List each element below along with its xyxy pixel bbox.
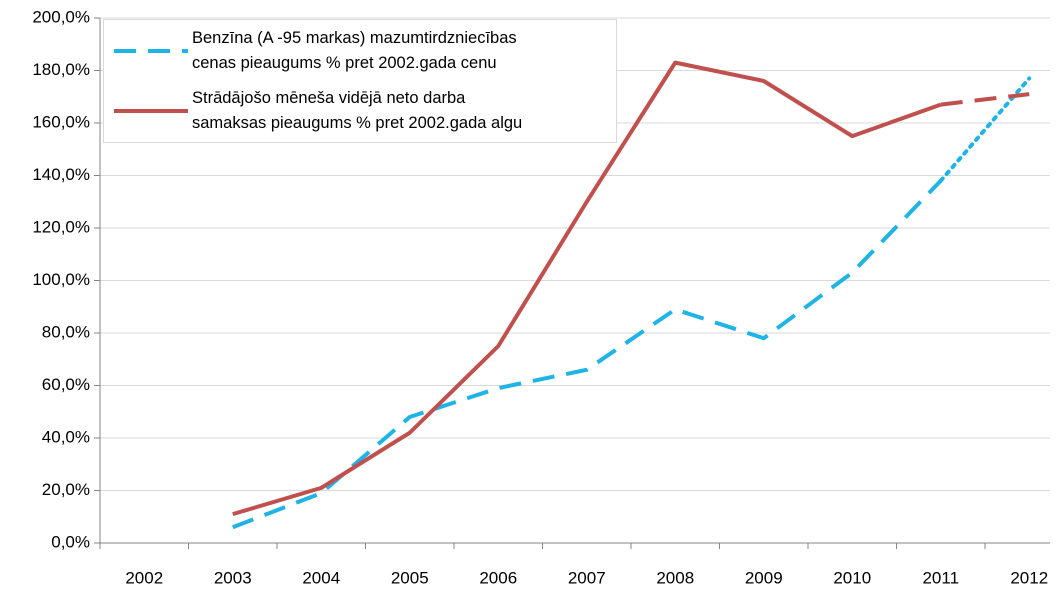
- legend: Benzīna (A -95 markas) mazumtirdzniecība…: [103, 19, 617, 143]
- y-tick-label: 120,0%: [32, 217, 90, 236]
- y-tick-label: 80,0%: [42, 322, 90, 341]
- x-tick-label: 2008: [656, 568, 694, 587]
- y-tick-label: 40,0%: [42, 427, 90, 446]
- y-tick-label: 0,0%: [51, 532, 90, 551]
- legend-label: Benzīna (A -95 markas) mazumtirdzniecība…: [192, 29, 517, 72]
- x-tick-label: 2002: [125, 568, 163, 587]
- legend-label: Strādājošo mēneša vidējā neto darba sama…: [192, 89, 523, 132]
- legend-swatch: [114, 109, 188, 113]
- x-tick-label: 2006: [479, 568, 517, 587]
- legend-item: Benzīna (A -95 markas) mazumtirdzniecība…: [104, 26, 517, 76]
- x-tick-label: 2012: [1010, 568, 1048, 587]
- y-tick-label: 200,0%: [32, 7, 90, 26]
- y-tick-label: 100,0%: [32, 270, 90, 289]
- y-tick-label: 160,0%: [32, 112, 90, 131]
- x-tick-label: 2005: [391, 568, 429, 587]
- y-tick-label: 60,0%: [42, 375, 90, 394]
- legend-swatch: [114, 49, 188, 53]
- legend-item: Strādājošo mēneša vidējā neto darba sama…: [104, 86, 522, 136]
- x-tick-label: 2010: [833, 568, 871, 587]
- y-tick-label: 20,0%: [42, 480, 90, 499]
- series-line: [232, 179, 943, 530]
- series-line-end: [940, 92, 1030, 107]
- x-tick-label: 2009: [745, 568, 783, 587]
- x-tick-label: 2004: [302, 568, 340, 587]
- x-tick-label: 2007: [568, 568, 606, 587]
- x-tick-label: 2011: [922, 568, 959, 587]
- series-line: [232, 60, 942, 517]
- x-tick-label: 2003: [214, 568, 252, 587]
- y-tick-label: 140,0%: [32, 165, 90, 184]
- y-tick-label: 180,0%: [32, 60, 90, 79]
